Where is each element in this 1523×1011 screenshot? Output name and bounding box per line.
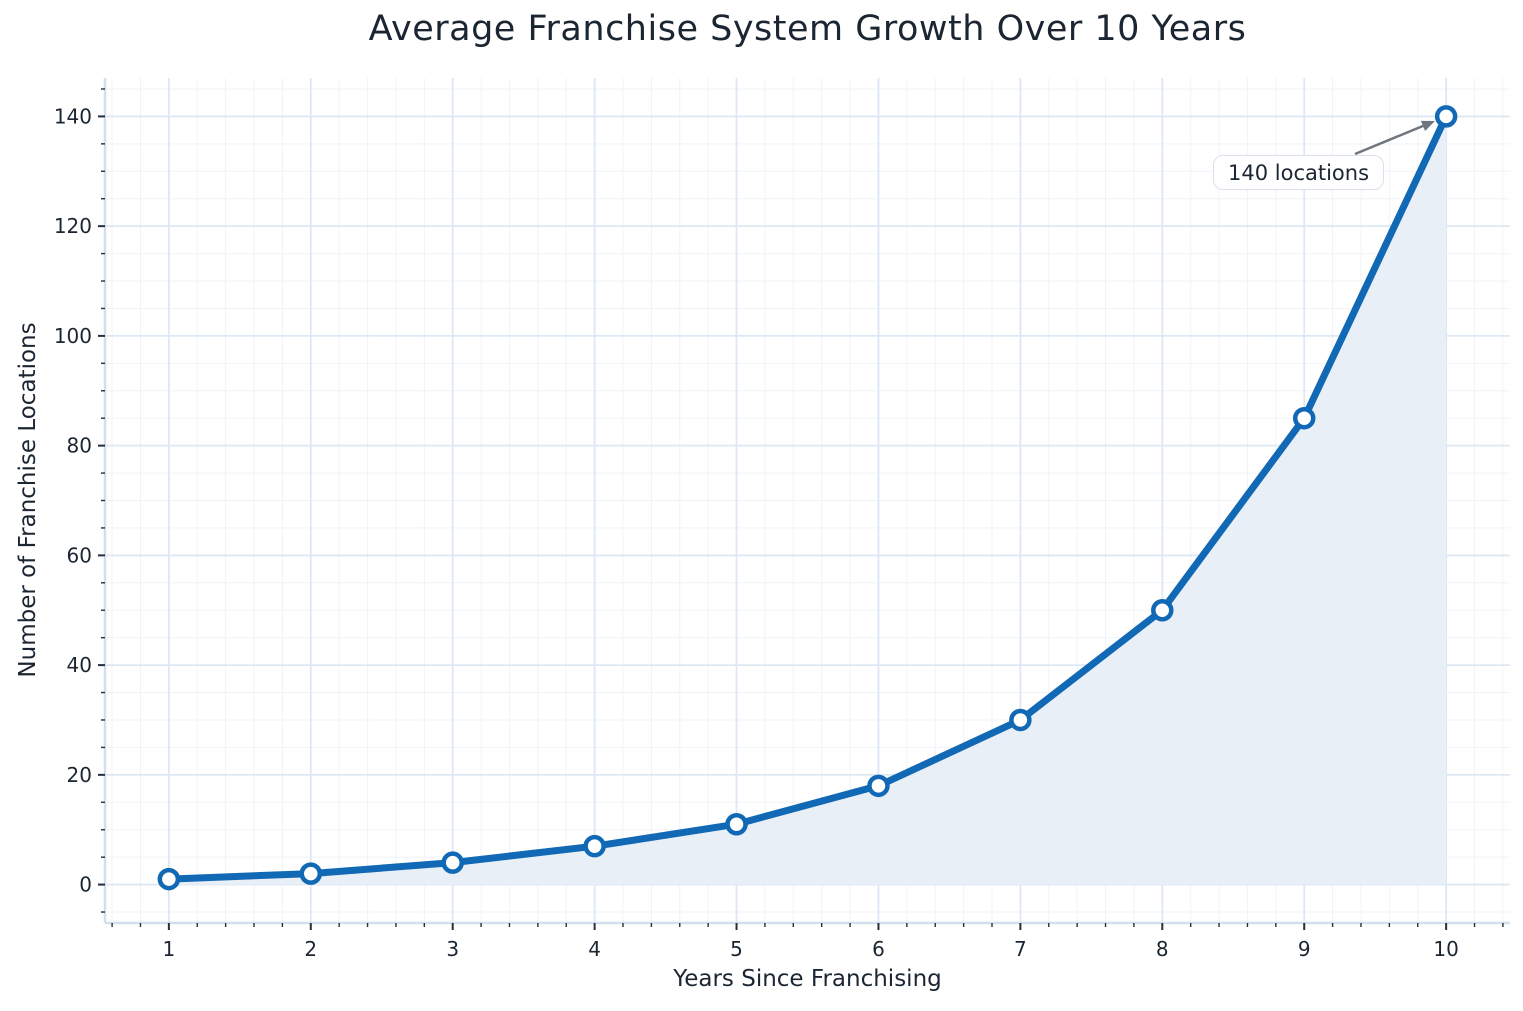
data-point-marker — [1434, 105, 1458, 128]
y-tick-label: 80 — [67, 434, 92, 458]
annotation-arrowhead — [1420, 120, 1435, 131]
y-tick-label: 100 — [54, 324, 92, 348]
x-tick-label: 5 — [730, 937, 743, 961]
x-tick-label: 2 — [304, 937, 317, 961]
y-tick-label: 40 — [67, 653, 92, 677]
annotation-box: 140 locations — [1213, 155, 1385, 190]
data-point-marker — [1151, 598, 1174, 622]
x-tick-label: 9 — [1298, 937, 1311, 961]
x-tick-label: 6 — [872, 937, 885, 961]
x-tick-label: 7 — [1014, 937, 1027, 961]
x-tick-label: 3 — [446, 937, 459, 961]
data-point-marker — [441, 851, 464, 874]
data-point-marker — [1292, 406, 1316, 430]
data-point-marker — [725, 812, 748, 836]
y-tick-label: 60 — [67, 543, 92, 567]
annotation-arrow-line — [1354, 122, 1430, 156]
data-point-marker — [157, 867, 181, 891]
x-tick-label: 10 — [1433, 937, 1458, 961]
annotation-text: 140 locations — [1228, 160, 1370, 185]
data-line — [165, 112, 1450, 883]
data-point-marker — [299, 862, 323, 885]
x-tick-label: 8 — [1156, 937, 1169, 961]
y-tick-label: 20 — [67, 763, 92, 787]
chart-title: Average Franchise System Growth Over 10 … — [368, 9, 1247, 49]
x-axis-title: Years Since Franchising — [673, 966, 942, 992]
data-point-marker — [583, 834, 606, 858]
x-tick-label: 1 — [162, 937, 175, 961]
x-tick-label: 4 — [588, 937, 601, 961]
data-point-marker — [1009, 708, 1032, 732]
y-tick-label: 120 — [54, 214, 92, 238]
data-point-marker — [867, 774, 890, 798]
y-tick-label: 140 — [54, 104, 92, 128]
y-tick-label: 0 — [79, 873, 92, 897]
area-fill — [168, 116, 1447, 885]
